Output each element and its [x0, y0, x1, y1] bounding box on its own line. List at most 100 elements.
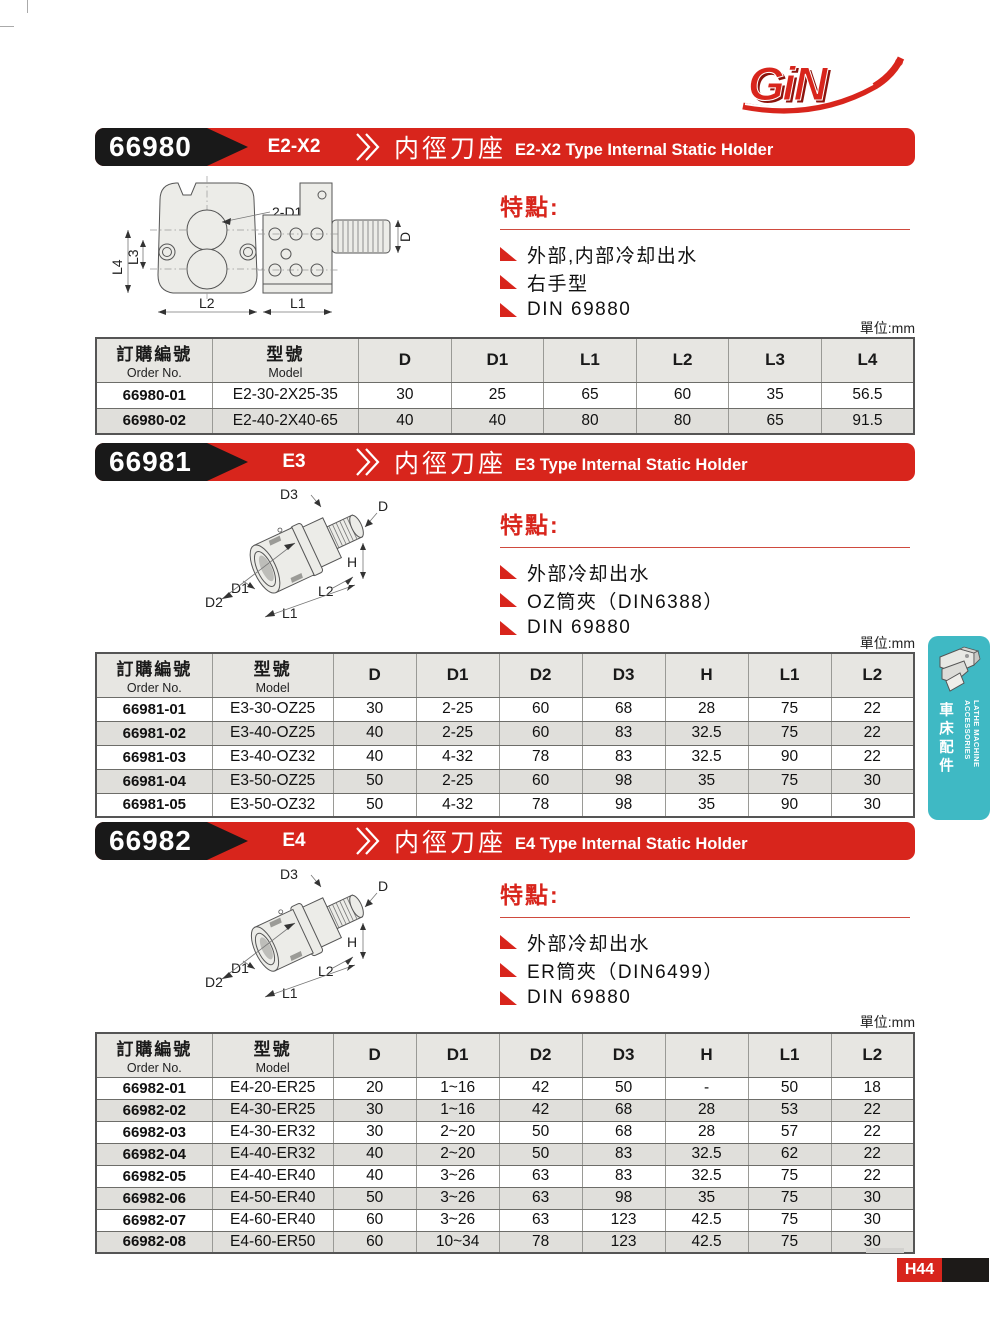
triangle-bullet-icon [500, 303, 517, 317]
model-cell: E4-60-ER40 [211, 1208, 334, 1232]
col-header-order: 訂購編號 Order No. [95, 1032, 213, 1078]
col-header-dim: D2 [498, 1032, 583, 1078]
dim-value-cell: 35 [664, 1186, 749, 1210]
dim-value-cell: 75 [747, 1208, 832, 1232]
table-row: 66982-02 E4-30-ER25 30 1~16 42 68 28 53 22 [95, 1098, 915, 1122]
footer-bar [942, 1258, 989, 1282]
col-header-dim: D1 [415, 652, 500, 698]
dim-value-cell: 2-25 [415, 768, 500, 794]
dim-value-cell: 42.5 [664, 1208, 749, 1232]
order-no-cell: 66981-01 [95, 696, 213, 722]
col-header-dim: L2 [830, 652, 915, 698]
dim-value-cell: 75 [747, 696, 832, 722]
model-cell: E3-40-OZ32 [211, 744, 334, 770]
dim-value-cell: 53 [747, 1098, 832, 1122]
col-header-dim: D [332, 652, 417, 698]
section-type-label: E3 [282, 451, 306, 472]
col-header-dim: L3 [728, 337, 822, 383]
dim-value-cell: 32.5 [664, 1164, 749, 1188]
spec-table-66982: 訂購編號 Order No. 型號 Model D D1 D2 D3 H L1 L2 669… [95, 1032, 915, 1254]
feature-item: 外部冷却出水 [500, 928, 910, 956]
triangle-bullet-icon [500, 963, 517, 977]
section-title-en: E2-X2 Type Internal Static Holder [515, 140, 774, 159]
dim-label-l4: L4 [109, 259, 125, 275]
dim-value-cell: 83 [581, 744, 666, 770]
dim-label-l2: L2 [199, 295, 215, 311]
dim-value-cell: 68 [581, 1120, 666, 1144]
order-no-cell: 66981-03 [95, 744, 213, 770]
triangle-bullet-icon [500, 275, 517, 289]
dim-label-d1: D1 [231, 580, 249, 596]
dim-value-cell: 42.5 [664, 1230, 749, 1254]
sidebar-label-en: LATHE MACHINE ACCESSORIES [963, 700, 981, 768]
dim-value-cell: 4-32 [415, 744, 500, 770]
crop-mark-horizontal [0, 26, 14, 27]
model-cell: E2-30-2X25-35 [211, 381, 360, 409]
section-code: 66980 [109, 131, 192, 162]
chevron-icon [356, 448, 380, 476]
dim-value-cell: 50 [581, 1076, 666, 1100]
dim-value-cell: 30 [358, 381, 452, 409]
dim-value-cell: 65 [728, 407, 822, 435]
dim-value-cell: 50 [498, 1120, 583, 1144]
dim-value-cell: 75 [747, 768, 832, 794]
order-no-cell: 66981-05 [95, 792, 213, 818]
col-header-dim: H [664, 652, 749, 698]
feature-item: 外部,内部冷却出水 [500, 240, 910, 268]
dim-value-cell: 35 [664, 792, 749, 818]
dim-label-d3: D3 [280, 866, 298, 882]
dim-value-cell: 56.5 [820, 381, 915, 409]
dim-value-cell: 22 [830, 1164, 915, 1188]
order-no-cell: 66980-01 [95, 381, 213, 409]
dim-value-cell: 28 [664, 696, 749, 722]
feature-item: ER筒夾（DIN6499） [500, 956, 910, 984]
feature-item: OZ筒夾（DIN6388） [500, 586, 910, 614]
model-cell: E3-50-OZ32 [211, 792, 334, 818]
col-header-dim: D2 [498, 652, 583, 698]
logo-trademark: ® [895, 57, 903, 69]
dim-value-cell: 50 [332, 768, 417, 794]
col-header-model: 型號 Model [211, 652, 334, 698]
dim-value-cell: 18 [830, 1076, 915, 1100]
model-cell: E3-40-OZ25 [211, 720, 334, 746]
footer-dash [866, 1248, 904, 1253]
dim-value-cell: 75 [747, 1164, 832, 1188]
dim-value-cell: 4-32 [415, 792, 500, 818]
model-cell: E4-30-ER25 [211, 1098, 334, 1122]
dim-value-cell: 3~26 [415, 1186, 500, 1210]
model-cell: E4-50-ER40 [211, 1186, 334, 1210]
dim-value-cell: 42 [498, 1098, 583, 1122]
dim-value-cell: 42 [498, 1076, 583, 1100]
col-header-dim: D3 [581, 1032, 666, 1078]
dim-value-cell: 98 [581, 768, 666, 794]
table-header-row: 訂購編號 Order No. 型號 Model D D1 L1 L2 L3 L4 [95, 337, 915, 383]
dim-label-d2: D2 [205, 594, 223, 610]
dim-value-cell: 28 [664, 1120, 749, 1144]
dim-value-cell: 98 [581, 792, 666, 818]
model-cell: E4-60-ER50 [211, 1230, 334, 1254]
model-cell: E4-40-ER40 [211, 1164, 334, 1188]
section-title-en: E4 Type Internal Static Holder [515, 834, 748, 853]
gin-logo: GiN GiN ® [735, 52, 915, 118]
order-no-cell: 66982-04 [95, 1142, 213, 1166]
dim-value-cell: 75 [747, 720, 832, 746]
model-cell: E4-30-ER32 [211, 1120, 334, 1144]
category-tab-lathe-accessories[interactable]: 車床配件 LATHE MACHINE ACCESSORIES [928, 636, 990, 820]
dim-value-cell: 3~26 [415, 1164, 500, 1188]
dim-value-cell: 35 [664, 768, 749, 794]
sidebar-label-zh: 車床配件 [937, 702, 953, 776]
order-no-cell: 66982-07 [95, 1208, 213, 1232]
order-no-cell: 66982-08 [95, 1230, 213, 1254]
dim-value-cell: 90 [747, 744, 832, 770]
col-header-dim: D [358, 337, 452, 383]
order-no-cell: 66981-02 [95, 720, 213, 746]
dim-value-cell: 28 [664, 1098, 749, 1122]
section-code-shape: 66981 [95, 443, 248, 481]
dim-value-cell: 91.5 [820, 407, 915, 435]
dim-label-d1: D1 [231, 960, 249, 976]
dim-label-d: D [397, 232, 413, 242]
order-no-cell: 66982-01 [95, 1076, 213, 1100]
dim-value-cell: 30 [830, 768, 915, 794]
dim-value-cell: 40 [332, 1142, 417, 1166]
dim-value-cell: 30 [830, 1186, 915, 1210]
